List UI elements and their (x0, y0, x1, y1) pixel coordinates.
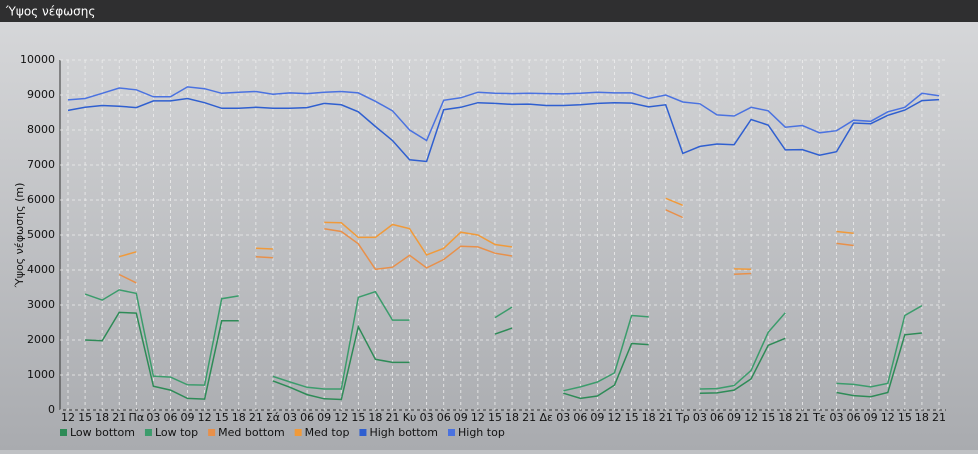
legend-swatch (359, 429, 367, 436)
x-tick-label: Κυ (403, 411, 417, 424)
x-tick-label: 15 (78, 411, 92, 424)
legend-swatch (294, 429, 302, 436)
title-bar (0, 0, 978, 22)
y-tick-label: 1000 (27, 368, 55, 381)
x-tick-label: 03 (693, 411, 707, 424)
x-tick-label: 03 (146, 411, 160, 424)
x-tick-label: 21 (659, 411, 673, 424)
series-line (84, 289, 923, 392)
x-tick-label: 06 (710, 411, 724, 424)
x-tick-label: Πα (129, 411, 145, 424)
y-axis-label: Ύψος νέφωσης (m) (13, 183, 26, 289)
y-tick-label: 0 (48, 403, 55, 416)
x-tick-label: 09 (317, 411, 331, 424)
x-tick-label: 15 (488, 411, 502, 424)
x-tick-label: Τρ (675, 411, 690, 424)
x-tick-label: 09 (181, 411, 195, 424)
x-tick-label: 21 (932, 411, 946, 424)
legend-label: Low bottom (70, 426, 135, 439)
x-tick-label: 09 (727, 411, 741, 424)
x-tick-label: 09 (864, 411, 878, 424)
x-tick-label: Σά (266, 411, 280, 424)
legend-label: High top (458, 426, 505, 439)
x-tick-label: 15 (215, 411, 229, 424)
x-tick-label: 18 (368, 411, 382, 424)
series-line (67, 97, 940, 163)
x-tick-label: 12 (334, 411, 348, 424)
legend-label: Med top (305, 426, 350, 439)
y-tick-label: 2000 (27, 333, 55, 346)
legend-label: Med bottom (218, 426, 285, 439)
x-tick-label: 03 (283, 411, 297, 424)
y-tick-label: 5000 (27, 228, 55, 241)
chart-title: Ύψος νέφωσης (5, 5, 95, 19)
series-line (67, 86, 940, 142)
legend-label: High bottom (369, 426, 438, 439)
x-tick-label: 06 (437, 411, 451, 424)
y-tick-label: 7000 (27, 158, 55, 171)
x-tick-label: 15 (898, 411, 912, 424)
legend-label: Low top (155, 426, 198, 439)
series-line (85, 311, 922, 401)
x-tick-label: 18 (505, 411, 519, 424)
x-tick-label: 09 (454, 411, 468, 424)
x-tick-label: 15 (761, 411, 775, 424)
legend-swatch (208, 429, 216, 436)
x-tick-label: 21 (385, 411, 399, 424)
y-tick-label: 3000 (27, 298, 55, 311)
x-tick-label: 03 (556, 411, 570, 424)
x-tick-label: 12 (61, 411, 75, 424)
x-tick-label: 18 (642, 411, 656, 424)
x-tick-label: 06 (300, 411, 314, 424)
x-tick-label: 21 (249, 411, 263, 424)
x-tick-label: 18 (915, 411, 929, 424)
y-tick-label: 4000 (27, 263, 55, 276)
x-tick-label: 15 (625, 411, 639, 424)
x-tick-label: 12 (198, 411, 212, 424)
x-tick-label: 18 (778, 411, 792, 424)
x-tick-label: 18 (95, 411, 109, 424)
y-tick-label: 8000 (27, 123, 55, 136)
legend-swatch (60, 429, 67, 436)
y-tick-label: 10000 (20, 53, 55, 66)
x-tick-label: 21 (795, 411, 809, 424)
series-line (118, 209, 854, 284)
x-tick-label: 18 (232, 411, 246, 424)
x-tick-label: 15 (351, 411, 365, 424)
x-tick-label: 12 (881, 411, 895, 424)
x-tick-label: 06 (847, 411, 861, 424)
x-tick-label: Δε (539, 411, 553, 424)
x-tick-label: 09 (590, 411, 604, 424)
series-line (118, 197, 854, 271)
x-tick-label: Τε (812, 411, 826, 424)
legend-swatch (448, 429, 455, 436)
x-tick-label: 12 (744, 411, 758, 424)
x-tick-label: 03 (830, 411, 844, 424)
x-tick-label: 06 (573, 411, 587, 424)
x-tick-label: 21 (112, 411, 126, 424)
y-tick-label: 9000 (27, 88, 55, 101)
x-tick-label: 12 (471, 411, 485, 424)
x-tick-label: 03 (420, 411, 434, 424)
x-tick-label: 21 (522, 411, 536, 424)
x-tick-label: 12 (608, 411, 622, 424)
legend-swatch (144, 429, 152, 436)
x-tick-label: 06 (163, 411, 177, 424)
y-tick-label: 6000 (27, 193, 55, 206)
